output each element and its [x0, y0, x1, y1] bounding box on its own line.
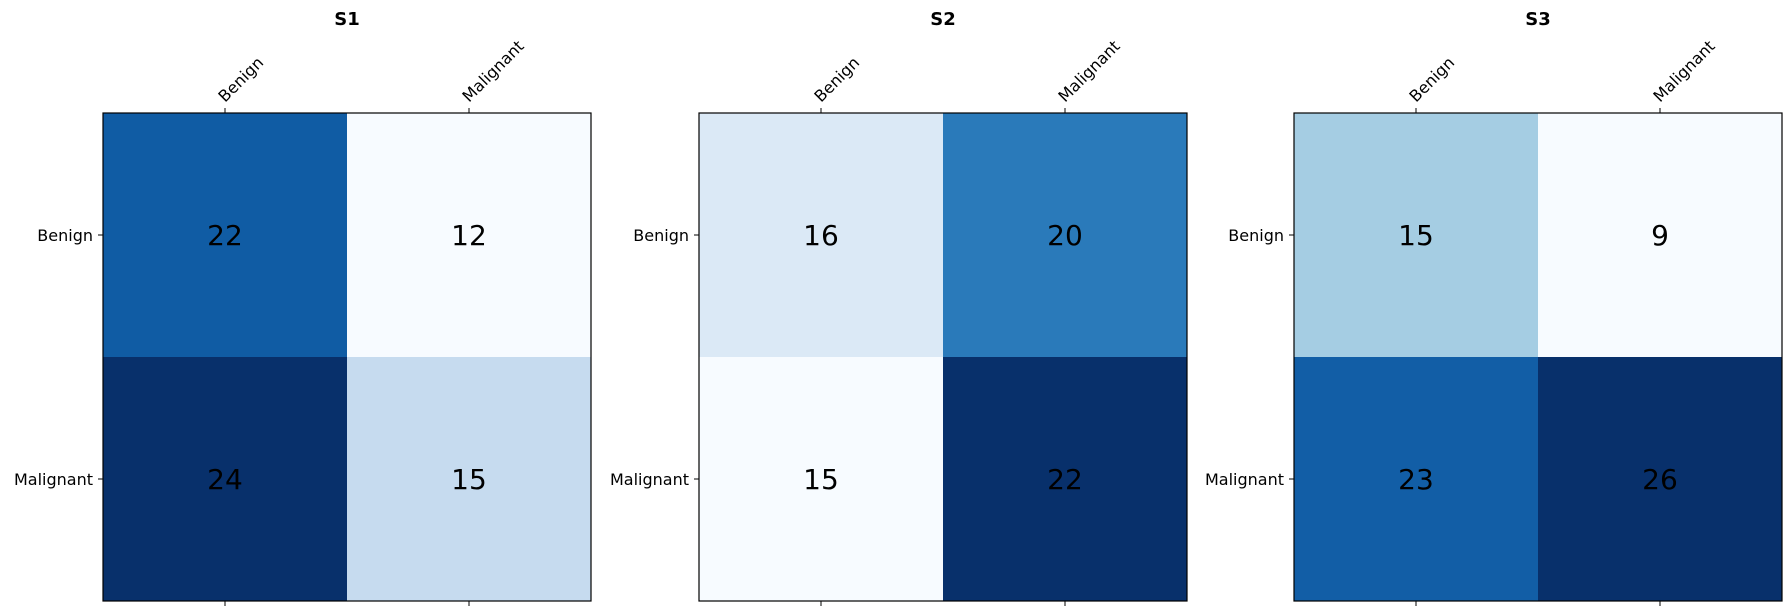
y-tick-label: Benign — [633, 226, 689, 245]
heatmap-cell — [1538, 357, 1782, 601]
cell-value-label: 24 — [207, 463, 243, 496]
heatmap-cell — [699, 357, 943, 601]
cell-value-label: 22 — [207, 219, 243, 252]
heatmap-frame — [1293, 112, 1783, 602]
cell-value-label: 23 — [1398, 463, 1434, 496]
y-tick-label: Benign — [1228, 226, 1284, 245]
heatmap-panel-1: 22 12 24 15 S1 Benign Malignant Benign Malignant — [14, 9, 592, 606]
heatmap-cell — [1538, 113, 1782, 357]
cell-value-label: 15 — [451, 463, 487, 496]
cell-value-label: 22 — [1047, 463, 1083, 496]
y-tick-label: Malignant — [14, 470, 93, 489]
heatmap-frame — [102, 112, 592, 602]
y-tick-label: Malignant — [1205, 470, 1284, 489]
y-tick-label: Malignant — [610, 470, 689, 489]
cell-value-label: 15 — [1398, 219, 1434, 252]
heatmap-cell — [1294, 113, 1538, 357]
heatmap-cell — [1294, 357, 1538, 601]
heatmap-frame — [698, 112, 1188, 602]
cell-value-label: 15 — [803, 463, 839, 496]
x-tick-label: Benign — [214, 53, 267, 106]
heatmap-cell — [103, 113, 347, 357]
heatmap-cell — [347, 113, 591, 357]
cell-value-label: 20 — [1047, 219, 1083, 252]
x-tick-label: Malignant — [458, 37, 527, 106]
x-tick-label: Benign — [810, 53, 863, 106]
heatmap-cell — [943, 113, 1187, 357]
panel-title: S2 — [930, 9, 956, 30]
y-tick-label: Benign — [37, 226, 93, 245]
heatmap-cell — [347, 357, 591, 601]
cell-value-label: 16 — [803, 219, 839, 252]
heatmap-panel-3: 15 9 23 26 S3 Benign Malignant Benign Malignant — [1205, 9, 1783, 606]
heatmap-cell — [943, 357, 1187, 601]
x-tick-label: Benign — [1405, 53, 1458, 106]
heatmap-cell — [103, 357, 347, 601]
panel-title: S3 — [1525, 9, 1551, 30]
heatmap-panel-2: 16 20 15 22 S2 Benign Malignant Benign Malignant — [610, 9, 1188, 606]
cell-value-label: 12 — [451, 219, 487, 252]
x-tick-label: Malignant — [1649, 37, 1718, 106]
x-tick-label: Malignant — [1054, 37, 1123, 106]
heatmap-cell — [699, 113, 943, 357]
cell-value-label: 9 — [1651, 219, 1669, 252]
panel-title: S1 — [334, 9, 360, 30]
cell-value-label: 26 — [1642, 463, 1678, 496]
